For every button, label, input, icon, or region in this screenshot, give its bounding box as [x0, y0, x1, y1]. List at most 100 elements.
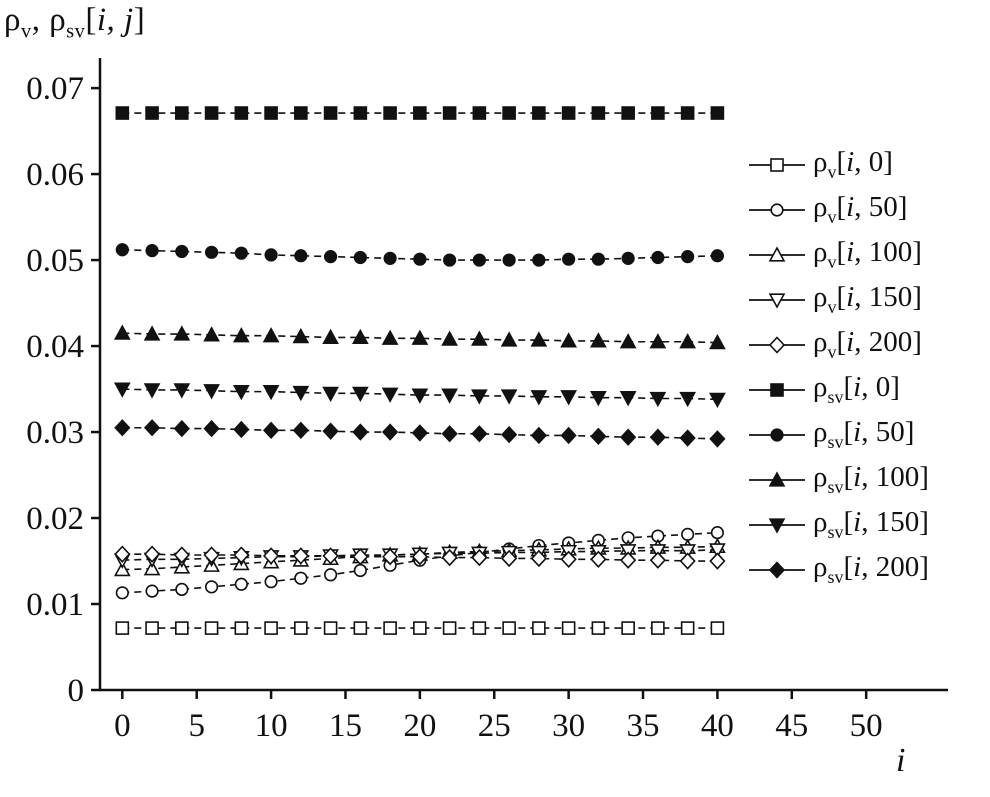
series-0-marker — [264, 621, 278, 635]
series-0-marker — [115, 621, 130, 635]
series-0-marker — [175, 621, 189, 635]
legend-label: ρsv[i, 150] — [813, 506, 929, 542]
series-7-marker — [411, 329, 429, 345]
legend-marker-square-open-icon — [749, 157, 805, 172]
series-7-marker — [203, 326, 220, 342]
series-5-marker — [234, 106, 249, 120]
legend-sample-marker — [768, 517, 786, 534]
x-tick-label: 10 — [255, 708, 288, 744]
series-8-marker — [203, 384, 220, 400]
series-1-marker — [710, 526, 725, 540]
series-4-line — [122, 553, 718, 562]
series-6-marker — [710, 249, 725, 263]
series-5-marker — [561, 106, 576, 120]
series-1-marker — [264, 575, 278, 589]
series-6-marker — [502, 253, 516, 267]
y-axis-title-rho-v: ρ — [4, 2, 21, 38]
legend-sample-marker — [770, 382, 784, 397]
series-8-marker — [560, 390, 577, 406]
series-6-marker — [651, 250, 665, 265]
series-7-marker — [173, 325, 191, 341]
chart-legend: ρv[i, 0] ρv[i, 50] ρv[i, 100] ρv[i, 150] ρv[… — [748, 142, 929, 592]
series-4-marker — [203, 546, 220, 564]
series-5-marker — [323, 106, 338, 120]
series-9-marker — [709, 430, 726, 448]
series-5-marker — [145, 106, 159, 120]
series-4-marker — [620, 551, 637, 569]
series-5-marker — [680, 106, 695, 120]
series-9-marker — [173, 419, 190, 438]
series-8-marker — [530, 390, 548, 406]
series-4-marker — [143, 545, 161, 563]
series-6-marker — [621, 251, 635, 265]
series-3-marker — [709, 543, 726, 559]
series-5-marker — [115, 106, 130, 120]
y-tick-label: 0.07 — [26, 71, 84, 107]
legend-item-7: ρsv[i, 100] — [748, 457, 929, 502]
series-7-marker — [590, 332, 607, 348]
legend-item-0: ρv[i, 0] — [748, 142, 929, 187]
legend-marker-diamond-open-icon — [749, 335, 805, 354]
legend-item-9: ρsv[i, 200] — [748, 547, 929, 592]
series-0-marker — [145, 621, 159, 635]
y-axis-title-bracket-close: ] — [133, 2, 146, 38]
series-9-marker — [471, 425, 488, 443]
series-4-marker — [262, 547, 280, 565]
series-4-marker — [590, 550, 607, 568]
series-1-marker — [323, 568, 338, 582]
y-tick-label: 0.06 — [26, 157, 84, 193]
x-tick-label: 15 — [329, 708, 362, 744]
series-3-marker — [649, 544, 667, 560]
series-5-marker — [502, 106, 516, 120]
series-3-marker — [679, 544, 696, 560]
series-8-marker — [619, 391, 637, 407]
series-9-marker — [382, 423, 399, 441]
series-8-marker — [322, 386, 339, 403]
legend-marker-circle-filled-icon — [749, 427, 805, 442]
x-tick-label: 40 — [701, 708, 734, 744]
series-0-marker — [680, 621, 695, 635]
series-6-marker — [472, 253, 486, 267]
legend-label: ρv[i, 100] — [813, 236, 922, 272]
series-4-marker — [679, 552, 696, 570]
legend-label: ρv[i, 0] — [813, 146, 893, 182]
series-7-marker — [471, 330, 488, 346]
legend-label: ρsv[i, 100] — [813, 461, 929, 497]
series-7-marker — [381, 329, 399, 345]
y-axis-title-bracket-open: [ — [85, 2, 97, 38]
series-4-marker — [382, 548, 399, 566]
legend-item-6: ρsv[i, 50] — [748, 412, 929, 457]
series-6-marker — [532, 253, 546, 267]
series-5-marker — [353, 106, 368, 120]
x-tick-label: 20 — [403, 708, 436, 744]
series-9-marker — [560, 426, 577, 445]
legend-marker-triangle-up-filled-icon — [749, 470, 805, 487]
legend-label: ρv[i, 200] — [813, 326, 922, 362]
legend-sample-marker — [768, 470, 786, 487]
series-6-marker — [294, 249, 308, 263]
legend-item-1: ρv[i, 50] — [748, 187, 929, 232]
series-8-line — [122, 388, 718, 401]
series-7-marker — [262, 327, 280, 343]
series-5-marker — [413, 106, 427, 120]
series-7-marker — [679, 333, 696, 349]
y-tick-label: 0.01 — [26, 587, 84, 623]
series-5-marker — [442, 106, 457, 120]
series-0-marker — [234, 621, 249, 635]
series-0-marker — [204, 621, 219, 635]
series-0-marker — [591, 621, 606, 635]
legend-marker-circle-open-icon — [749, 202, 805, 217]
series-3-marker — [619, 544, 637, 560]
series-0-marker — [472, 621, 487, 635]
legend-label: ρsv[i, 200] — [813, 551, 929, 587]
series-8-marker — [590, 391, 607, 407]
series-9-marker — [530, 426, 547, 445]
series-6-marker — [413, 252, 427, 266]
legend-item-4: ρv[i, 200] — [748, 322, 929, 367]
series-7-line — [122, 332, 718, 344]
series-6-marker — [591, 252, 605, 266]
series-7 — [113, 324, 726, 350]
series-6-line — [122, 248, 718, 261]
series-0 — [115, 621, 725, 635]
